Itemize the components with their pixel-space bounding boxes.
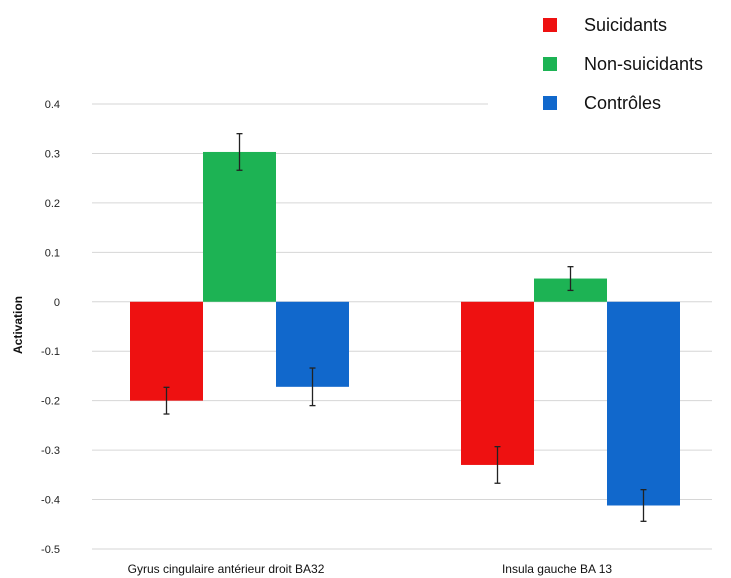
bar xyxy=(607,301,680,506)
legend-swatch xyxy=(543,57,557,71)
y-tick-label: -0.1 xyxy=(41,346,60,358)
legend: Suicidants Non-suicidants Contrôles xyxy=(543,15,703,113)
y-axis-label: Activation xyxy=(11,296,25,354)
error-bar xyxy=(640,489,647,522)
error-bar xyxy=(163,386,170,415)
legend-swatch xyxy=(543,96,557,110)
y-tick-label: 0.3 xyxy=(45,148,60,160)
bar xyxy=(130,301,203,401)
x-axis-categories: Gyrus cingulaire antérieur droit BA32 Ins… xyxy=(128,562,613,576)
bars xyxy=(130,151,680,506)
legend-swatch xyxy=(543,18,557,32)
y-axis-ticks: 0.4 0.3 0.2 0.1 0 -0.1 -0.2 -0.3 -0.4 -0.5 xyxy=(41,99,60,556)
y-tick-label: 0.1 xyxy=(45,247,60,259)
legend-label: Contrôles xyxy=(584,93,661,113)
y-tick-label: -0.4 xyxy=(41,495,60,507)
bar xyxy=(461,301,534,465)
y-tick-label: 0.2 xyxy=(45,198,60,210)
bar xyxy=(203,151,276,302)
error-bar xyxy=(494,445,501,484)
y-tick-label: -0.3 xyxy=(41,445,60,457)
y-tick-label: -0.5 xyxy=(41,544,60,556)
legend-label: Suicidants xyxy=(584,15,667,35)
y-tick-label: 0 xyxy=(54,297,60,309)
x-category-label: Gyrus cingulaire antérieur droit BA32 xyxy=(128,562,325,576)
y-tick-label: -0.2 xyxy=(41,396,60,408)
error-bar xyxy=(309,367,316,407)
error-bar xyxy=(236,133,243,171)
error-bars xyxy=(163,133,647,522)
error-bar xyxy=(567,266,574,292)
legend-label: Non-suicidants xyxy=(584,54,703,74)
x-category-label: Insula gauche BA 13 xyxy=(502,562,612,576)
y-tick-label: 0.4 xyxy=(45,99,60,111)
